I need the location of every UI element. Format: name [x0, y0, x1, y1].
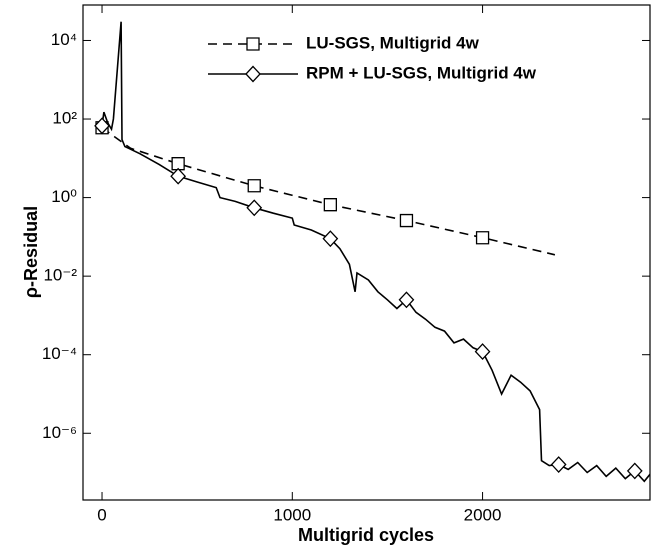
marker — [399, 213, 414, 228]
marker — [398, 291, 415, 309]
marker — [171, 157, 185, 171]
y-tick-label: 10⁻² — [43, 266, 77, 285]
marker — [322, 230, 339, 248]
y-axis-label: ρ-Residual — [21, 206, 41, 298]
legend-marker — [245, 65, 261, 83]
marker — [170, 167, 187, 185]
y-tick-label: 10⁴ — [51, 30, 77, 49]
marker — [246, 199, 263, 217]
legend-label: RPM + LU-SGS, Multigrid 4w — [306, 63, 537, 82]
x-axis-label: Multigrid cycles — [298, 525, 434, 545]
y-tick-label: 10⁻⁶ — [42, 423, 77, 442]
legend-label: LU-SGS, Multigrid 4w — [306, 33, 480, 52]
marker — [94, 117, 110, 135]
x-tick-label: 2000 — [464, 505, 502, 524]
marker — [626, 462, 643, 480]
marker — [247, 179, 261, 193]
x-tick-label: 1000 — [273, 505, 311, 524]
y-tick-label: 10⁻⁴ — [42, 344, 77, 363]
series-line — [101, 127, 556, 256]
marker — [475, 231, 490, 245]
series-line — [101, 21, 650, 483]
y-tick-label: 10⁰ — [51, 187, 77, 206]
marker — [474, 343, 491, 361]
plot-area — [94, 21, 650, 483]
x-tick-label: 0 — [97, 505, 106, 524]
plot-frame — [82, 4, 651, 501]
marker — [323, 198, 337, 212]
y-tick-label: 10² — [52, 109, 77, 128]
legend-marker — [246, 37, 260, 51]
marker — [550, 456, 567, 473]
